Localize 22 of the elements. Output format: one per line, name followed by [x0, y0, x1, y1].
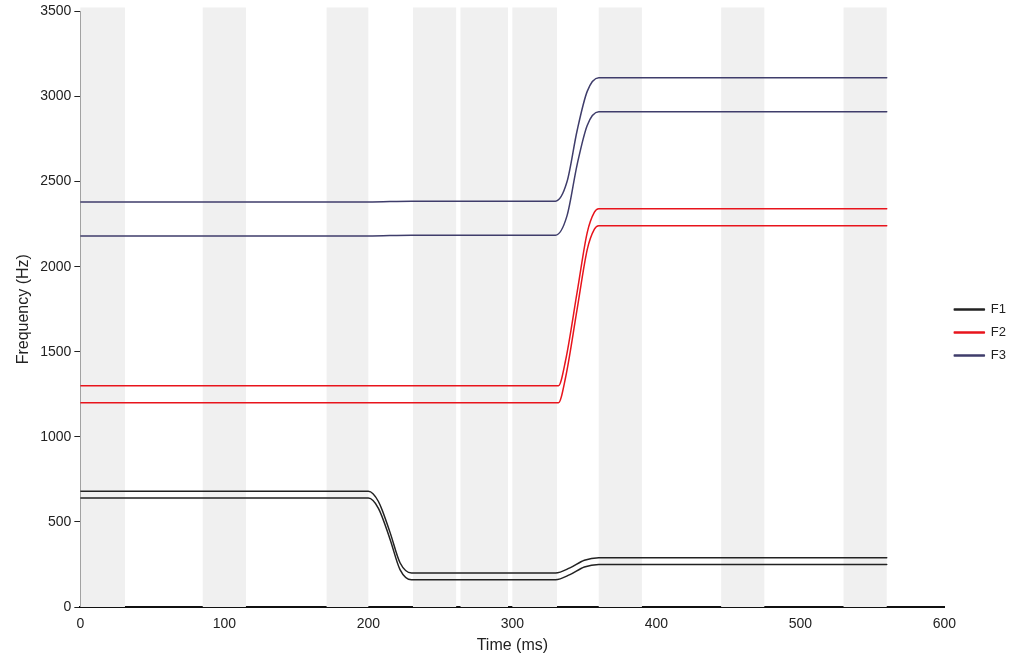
- x-tick-label: 0: [76, 615, 85, 632]
- y-tick-label: 0: [63, 597, 72, 614]
- x-tick-label: 500: [788, 615, 813, 632]
- x-tick-label: 300: [500, 615, 525, 632]
- x-tick-label: 400: [644, 615, 669, 632]
- line-series: [80, 111, 888, 237]
- x-tick-label: 200: [356, 615, 381, 632]
- y-tick-label: 3000: [40, 87, 72, 104]
- x-tick-label: 100: [212, 615, 237, 632]
- line-series: [80, 77, 888, 203]
- y-tick-label: 2500: [40, 172, 72, 189]
- y-tick-label: 3500: [40, 2, 72, 19]
- y-axis-title: Frequency (Hz): [14, 254, 32, 365]
- legend-label: F2: [990, 324, 1006, 340]
- x-tick-label: 600: [932, 615, 957, 632]
- legend-label: F1: [990, 301, 1006, 317]
- legend-label: F3: [990, 347, 1006, 363]
- x-axis-title: Time (ms): [476, 635, 549, 653]
- y-tick-label: 1500: [40, 342, 72, 359]
- y-tick-label: 500: [47, 512, 72, 529]
- y-tick-label: 2000: [40, 257, 72, 274]
- y-tick-label: 1000: [40, 427, 72, 444]
